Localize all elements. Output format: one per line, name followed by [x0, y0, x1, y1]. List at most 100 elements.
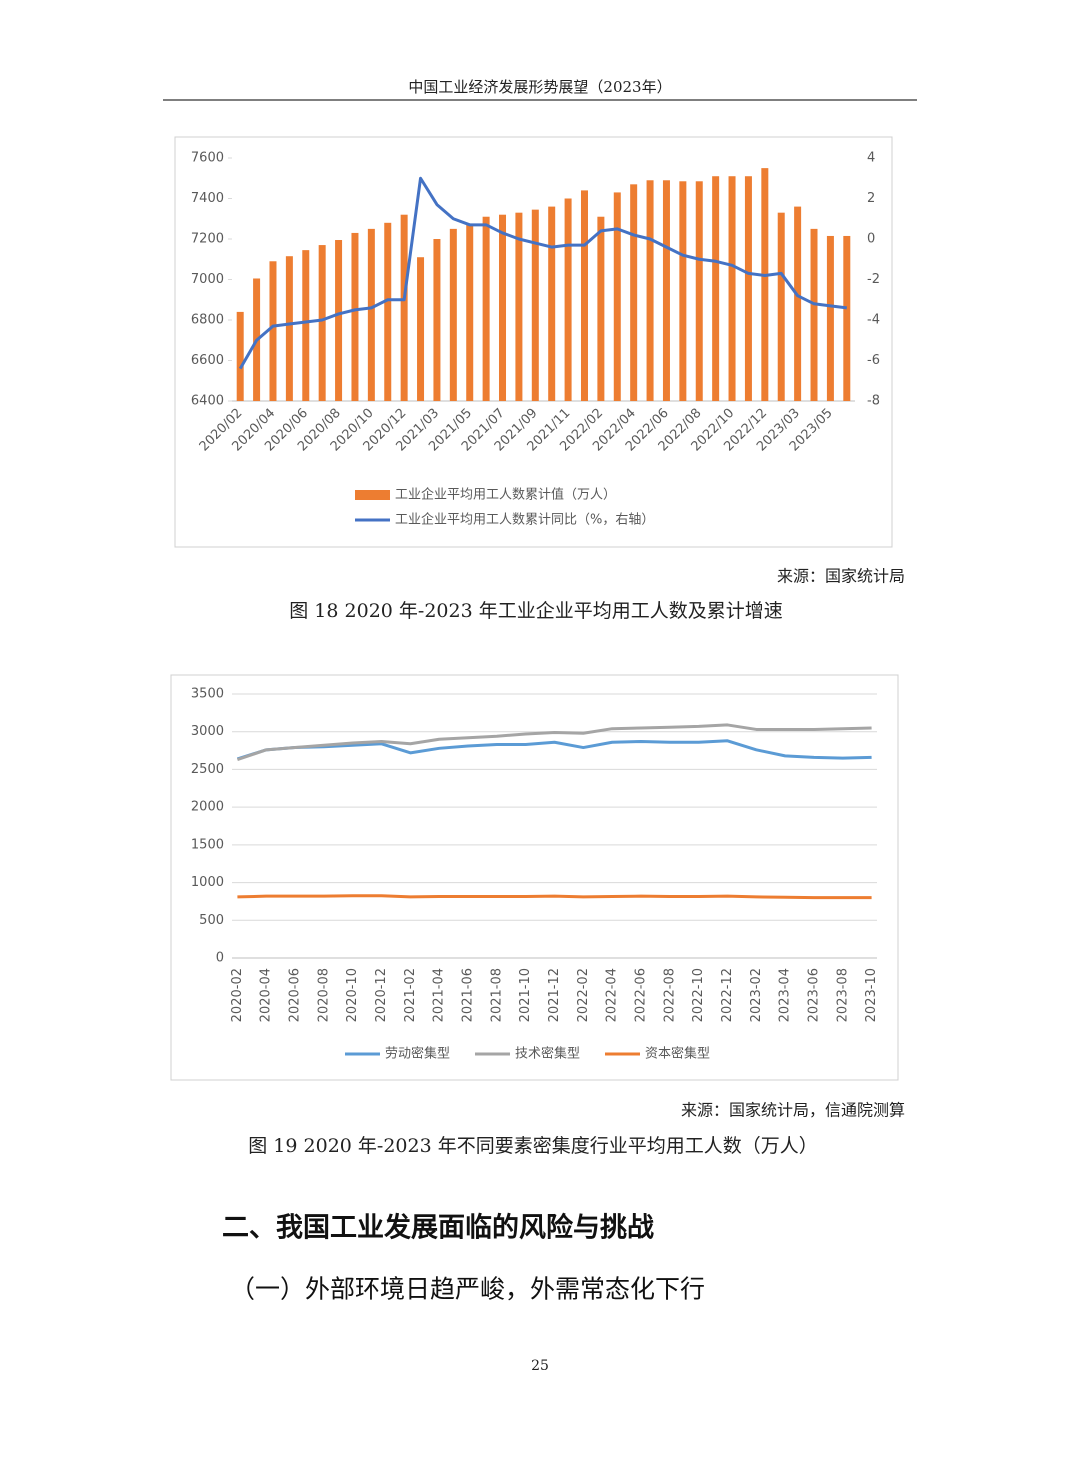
bar: [367, 228, 375, 401]
y-tick-label: 7200: [191, 232, 224, 247]
bar: [400, 214, 408, 401]
y-tick-label: 3500: [191, 687, 224, 702]
bar: [794, 206, 802, 401]
y2-tick-label: -4: [867, 313, 880, 328]
subheading: （一）外部环境日趋严峻，外需常态化下行: [230, 1275, 705, 1304]
legend-label: 工业企业平均用工人数累计同比（%，右轴）: [395, 512, 654, 528]
bar: [826, 235, 834, 401]
bar: [302, 250, 310, 401]
bar: [744, 176, 752, 401]
y-tick-label: 0: [216, 951, 224, 966]
x-tick-label: 2020-04: [259, 968, 274, 1022]
x-tick-label: 2022-08: [662, 968, 677, 1022]
bar: [384, 222, 392, 401]
x-tick-label: 2022-02: [576, 968, 591, 1022]
bar: [548, 206, 556, 401]
y-tick-label: 6600: [191, 353, 224, 368]
bar: [580, 190, 588, 401]
bar: [499, 214, 507, 401]
bar: [449, 228, 457, 401]
chart-frame: [170, 674, 899, 1081]
bar: [285, 256, 293, 401]
bar: [613, 192, 621, 401]
y-tick-label: 500: [199, 913, 224, 928]
y2-tick-label: -6: [867, 353, 880, 368]
y-tick-label: 7400: [191, 191, 224, 206]
x-tick-label: 2022-10: [691, 968, 706, 1022]
y-tick-label: 1000: [191, 875, 224, 890]
x-tick-label: 2020-02: [230, 968, 245, 1022]
bar: [269, 261, 277, 401]
x-tick-label: 2021-02: [403, 968, 418, 1022]
x-tick-label: 2020-08: [316, 968, 331, 1022]
bar: [630, 184, 638, 401]
y-tick-label: 2000: [191, 800, 224, 815]
y-tick-label: 1500: [191, 837, 224, 852]
source: 来源：国家统计局: [777, 567, 905, 586]
x-tick-label: 2021-08: [489, 968, 504, 1022]
x-tick-label: 2020-12: [374, 968, 389, 1022]
legend-label: 劳动密集型: [385, 1046, 450, 1062]
x-tick-label: 2023-10: [864, 968, 879, 1022]
x-tick-label: 2023-04: [778, 968, 793, 1022]
bar: [482, 216, 490, 401]
x-tick-label: 2023-06: [806, 968, 821, 1022]
bar: [318, 245, 326, 401]
bar: [597, 216, 605, 401]
line: [236, 723, 872, 762]
header: 中国工业经济发展形势展望（2023年）: [408, 78, 671, 96]
bar: [351, 232, 359, 401]
x-tick-label: 2022-06: [633, 968, 648, 1022]
legend-label: 工业企业平均用工人数累计值（万人）: [395, 487, 616, 503]
legend-label: 资本密集型: [645, 1046, 710, 1062]
y2-tick-label: 0: [867, 232, 875, 247]
caption: 图 19 2020 年-2023 年不同要素密集度行业平均用工人数（万人）: [248, 1135, 817, 1157]
bar: [761, 168, 769, 401]
x-tick-label: 2021-10: [518, 968, 533, 1022]
bar: [417, 257, 425, 401]
bar: [564, 198, 572, 401]
bar: [515, 212, 523, 401]
bar: [810, 228, 818, 401]
legend-label: 技术密集型: [515, 1046, 580, 1062]
x-tick-label: 2020-10: [345, 968, 360, 1022]
bar: [679, 181, 687, 401]
bar: [335, 240, 343, 401]
x-tick-label: 2023-08: [835, 968, 850, 1022]
caption: 图 18 2020 年-2023 年工业企业平均用工人数及累计增速: [289, 600, 782, 622]
x-tick-label: 2021-12: [547, 968, 562, 1022]
y2-tick-label: 2: [867, 191, 875, 206]
y-tick-label: 2500: [191, 762, 224, 777]
y-tick-label: 3000: [191, 724, 224, 739]
bar: [662, 180, 670, 401]
line: [238, 176, 847, 370]
bar: [843, 235, 851, 401]
x-tick-label: 2023-02: [749, 968, 764, 1022]
legend-swatch: [355, 490, 390, 500]
x-tick-label: 2022-12: [720, 968, 735, 1022]
y2-tick-label: 4: [867, 151, 875, 166]
chart-frame: [174, 136, 893, 548]
bar: [531, 209, 539, 401]
y-tick-label: 6800: [191, 313, 224, 328]
y2-tick-label: -2: [867, 272, 880, 287]
line: [237, 894, 872, 900]
heading: 二、我国工业发展面临的风险与挑战: [222, 1212, 654, 1244]
x-tick-label: 2020-06: [288, 968, 303, 1022]
y-tick-label: 7000: [191, 272, 224, 287]
bar: [466, 224, 474, 401]
bar: [646, 180, 654, 401]
x-tick-label: 2021-06: [461, 968, 476, 1022]
source: 来源：国家统计局，信通院测算: [681, 1101, 905, 1120]
y2-tick-label: -8: [867, 394, 880, 409]
page-number: 25: [531, 1358, 549, 1374]
bar: [433, 239, 441, 401]
x-tick-label: 2022-04: [605, 968, 620, 1022]
line: [236, 739, 872, 761]
bar: [236, 311, 244, 401]
bar: [695, 181, 703, 401]
bar: [728, 176, 736, 401]
y-tick-label: 6400: [191, 394, 224, 409]
y-tick-label: 7600: [191, 151, 224, 166]
